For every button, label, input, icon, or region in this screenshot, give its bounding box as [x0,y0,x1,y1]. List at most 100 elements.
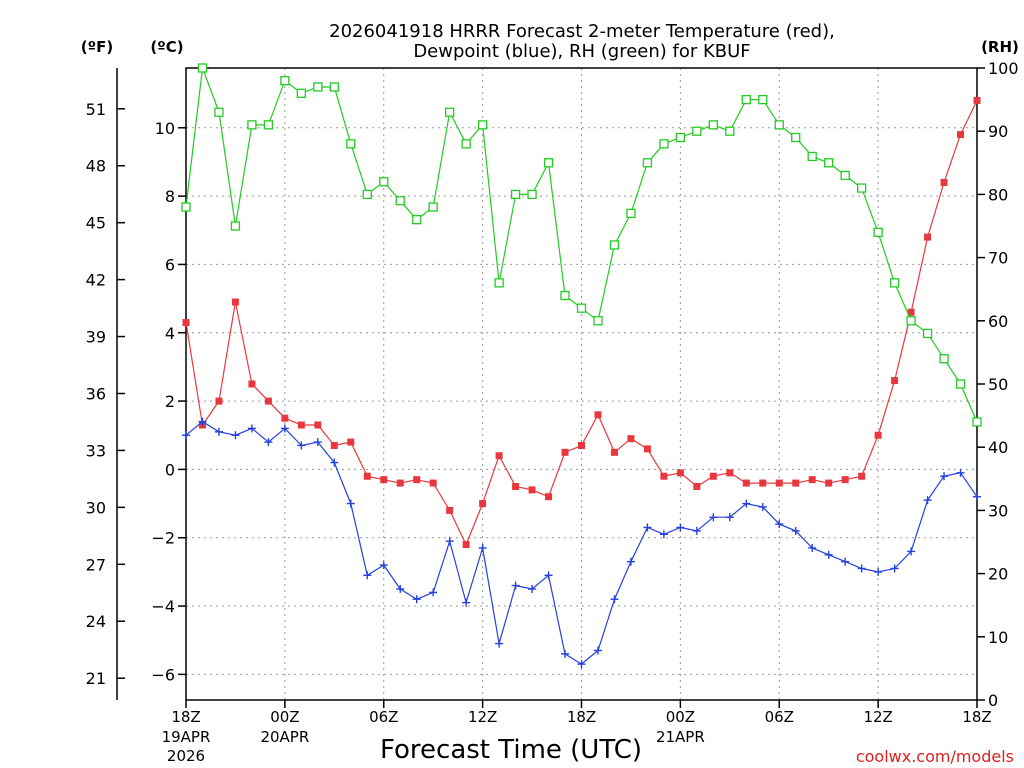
fahrenheit-tick-label: 45 [86,214,106,233]
rh-point [214,107,224,117]
dewpoint-point [857,564,866,573]
rh-point [642,158,653,168]
rh-point [395,196,405,206]
temperature-point [495,452,503,460]
rh-point [197,63,208,73]
celsius-tick-label: −4 [151,597,175,616]
rh-tick-label: 70 [988,249,1008,268]
temperature-point [561,448,569,456]
temperature-point [314,421,322,429]
dewpoint-point [313,438,322,447]
temperature-point [413,476,421,484]
temperature-point [297,421,305,429]
dewpoint-point [544,571,553,580]
temperature-point [940,178,948,186]
dewpoint-point [940,472,949,481]
dewpoint-point [511,581,520,590]
rh-tick-label: 40 [988,438,1008,457]
dewpoint-point [824,550,833,559]
temperature-point [742,479,750,487]
dewpoint-point [775,520,784,529]
dewpoint-point [214,427,223,436]
rh-point [824,158,834,168]
temperature-point [775,479,783,487]
dewpoint-point [593,646,602,655]
x-tick-label: 06Z [765,708,794,726]
rh-point [922,328,933,339]
rh-point [181,202,191,212]
dewpoint-point [495,639,504,648]
temperature-point [676,469,684,477]
temperature-point [973,96,981,104]
rh-point [692,126,702,136]
rh-point [856,183,867,193]
temperature-point [347,438,355,446]
rh-point [741,94,751,105]
dewpoint-point [280,424,289,433]
temperature-point [545,493,553,501]
chart-title-line-1: 2026041918 HRRR Forecast 2-meter Tempera… [329,21,835,42]
x-tick-label: 18Z [171,708,200,726]
temperature-point [281,414,289,422]
rh-point [296,88,307,98]
x-axis-label: Forecast Time (UTC) [380,735,642,765]
rh-series [181,63,982,427]
rh-point [906,316,916,326]
dewpoint-point [462,598,471,607]
rh-tick-label: 30 [988,501,1008,520]
dewpoint-point [297,441,306,450]
temperature-point [660,472,668,480]
celsius-tick-label: 10 [155,119,175,138]
temperature-point [215,397,223,405]
rh-point [626,208,636,219]
data-series [181,63,982,669]
fahrenheit-tick-label: 51 [86,100,106,119]
temperature-point [858,472,866,480]
dewpoint-point [725,513,734,522]
dewpoint-point [659,530,668,539]
celsius-tick-label: −6 [151,665,175,684]
dewpoint-point [923,496,932,505]
tick-labels: 1086420−2−4−6514845423936333027242110090… [86,59,1019,765]
x-tick-label: 06Z [369,708,398,726]
dewpoint-point [561,649,570,658]
rh-point [280,75,290,86]
temperature-point [825,479,833,487]
rh-point [758,94,768,105]
chart-title-line-2: Dewpoint (blue), RH (green) for KBUF [413,41,750,62]
x-tick-label: 18Z [567,708,596,726]
dewpoint-point [973,492,981,501]
temperature-point [231,298,239,306]
rh-point [791,132,801,143]
dewpoint-point [808,543,817,552]
rh-tick-label: 10 [988,628,1008,647]
fahrenheit-tick-label: 33 [86,441,106,460]
fahrenheit-tick-label: 30 [86,498,106,517]
temperature-point [429,479,437,487]
credit-text: coolwx.com/models [856,747,1014,766]
fahrenheit-tick-label: 39 [86,328,106,347]
rh-tick-label: 90 [988,122,1008,141]
temperature-point [792,479,800,487]
rh-point [445,107,455,117]
temperature-point [479,500,487,508]
rh-point [263,120,274,130]
dewpoint-point [956,468,965,477]
fahrenheit-tick-label: 27 [86,555,106,574]
dewpoint-point [709,513,718,522]
temperature-series [182,96,981,549]
temperature-point [512,482,520,490]
temperature-point [726,469,734,477]
x-tick-date-label: 19APR [162,728,211,746]
rh-point [807,151,817,162]
x-tick-label: 12Z [468,708,497,726]
temperature-point [578,441,585,449]
rh-point [379,177,389,187]
temperature-point [759,479,767,487]
dewpoint-point [577,660,586,669]
temperature-point [841,476,849,484]
dewpoint-series [182,417,981,669]
dewpoint-point [379,561,388,570]
rh-point [675,132,686,143]
fahrenheit-tick-label: 42 [86,271,106,290]
